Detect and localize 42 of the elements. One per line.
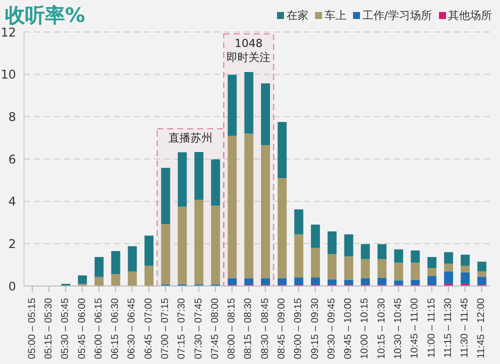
x-tick-label: 06:15 – 06:30: [110, 298, 122, 360]
legend-label: 工作/学习场所: [361, 8, 432, 23]
x-tick-label: 11:00 – 11:15: [426, 298, 438, 358]
y-tick-label: 6: [8, 152, 16, 166]
x-tick-label: 05:30 – 05:45: [60, 298, 72, 360]
x-tick-label: 10:45 – 11:00: [410, 298, 421, 358]
x-tick-label: 08:30 – 08:45: [260, 298, 271, 360]
y-tick-label: 12: [0, 25, 16, 40]
y-tick-label: 4: [8, 194, 16, 209]
x-tick-label: 09:15 – 09:30: [310, 298, 321, 360]
legend-label: 车上: [323, 8, 346, 23]
chart-title: 收听率%: [5, 2, 86, 28]
x-tick-label: 11:15 – 11:30: [442, 298, 454, 358]
x-tick-label: 07:45 – 08:00: [210, 298, 221, 360]
legend-label: 其他场所: [447, 8, 492, 23]
y-tick-label: 10: [0, 68, 16, 82]
x-tick-label: 10:15 – 10:30: [376, 298, 388, 360]
x-tick-label: 06:45 – 07:00: [143, 298, 154, 360]
x-tick-label: 10:30 – 10:45: [392, 298, 404, 360]
band-label: 直播苏州: [168, 132, 212, 145]
x-tick-label: 08:00 – 08:15: [226, 298, 238, 360]
x-tick-label: 06:30 – 06:45: [126, 298, 138, 360]
y-tick-label: 2: [8, 236, 16, 251]
band-label: 1048 即时关注: [226, 36, 271, 64]
x-tick-label: 05:15 – 05:30: [43, 298, 54, 360]
x-tick-label: 05:45 – 06:00: [76, 298, 88, 360]
y-tick-label: 0: [8, 279, 16, 294]
x-tick-label: 05:00 – 05:15: [26, 298, 38, 360]
legend-label: 在家: [285, 8, 308, 23]
x-tick-label: 08:15 – 08:30: [243, 298, 254, 360]
y-tick-label: 8: [8, 110, 16, 124]
x-tick-label: 07:15 – 07:30: [176, 298, 188, 360]
x-tick-label: 11:30 – 11:45: [460, 298, 471, 358]
x-tick-label: 11:45 – 12:00: [476, 298, 488, 358]
x-tick-label: 09:30 – 09:45: [326, 298, 338, 360]
x-tick-label: 10:00 – 10:15: [360, 298, 371, 360]
x-tick-label: 07:30 – 07:45: [193, 298, 204, 360]
x-tick-label: 06:00 – 06:15: [93, 298, 104, 360]
x-tick-label: 08:45 – 09:00: [276, 298, 288, 360]
x-tick-label: 07:00 – 07:15: [160, 298, 171, 360]
x-tick-label: 09:45 – 10:00: [343, 298, 354, 360]
x-tick-label: 09:00 – 09:15: [293, 298, 304, 360]
